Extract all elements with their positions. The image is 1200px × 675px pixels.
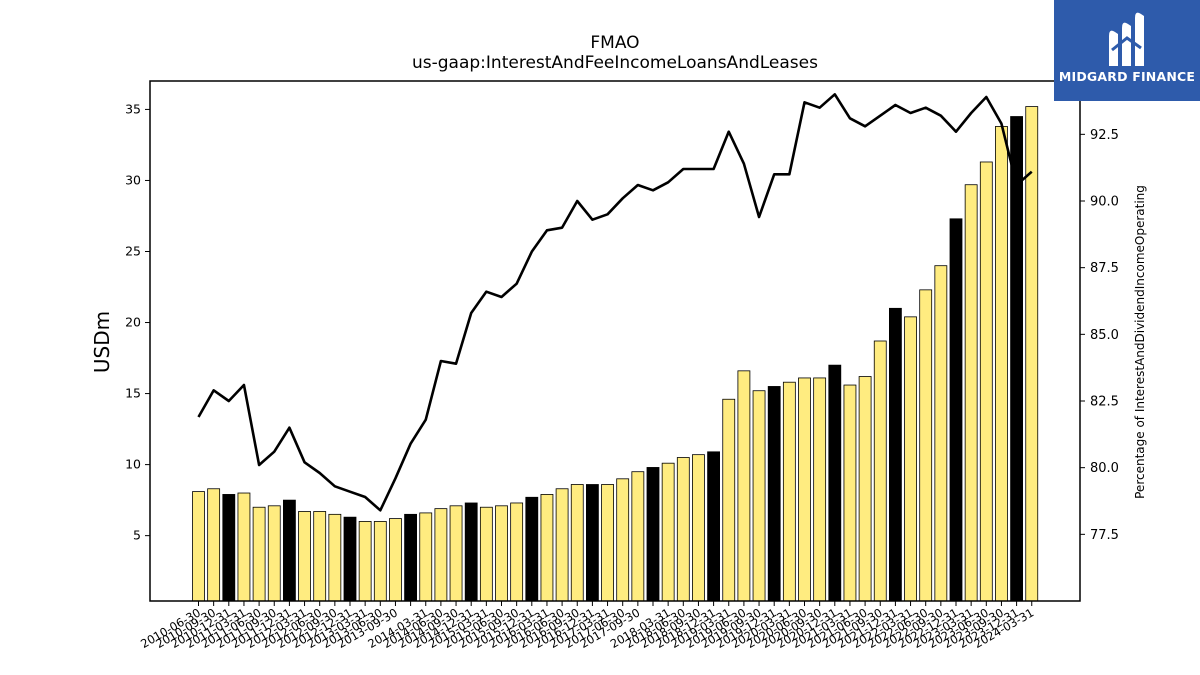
y2-tick-label: 80.0 [1090, 461, 1119, 476]
y-axis-label: USDm [90, 311, 114, 373]
y-tick-label: 20 [125, 315, 141, 330]
bar-2020-06-30 [798, 377, 811, 602]
bar-2011-06-30 [252, 506, 266, 602]
percentage-line [197, 93, 1033, 512]
y2-tick-label: 85.0 [1090, 328, 1119, 343]
bar-2023-09-30 [995, 126, 1008, 602]
y-tick-label: 30 [125, 172, 141, 187]
bar-2020-12-31 [828, 364, 842, 602]
y-tick-label: 25 [125, 243, 141, 258]
bar-2018-06-30 [676, 457, 690, 602]
bar-2010-12-31 [222, 494, 236, 602]
bar-2022-03-31 [904, 316, 917, 602]
bar-2014-03-31 [419, 512, 433, 602]
y2-tick-label: 77.5 [1090, 528, 1119, 543]
bar-2023-03-31 [964, 184, 978, 602]
bar-2011-09-30 [267, 505, 281, 602]
bar-2020-09-30 [813, 377, 827, 602]
bar-2021-09-30 [873, 340, 887, 602]
bar-2013-12-31 [404, 513, 418, 602]
bar-2022-12-31 [949, 218, 963, 602]
bar-2019-12-31 [767, 386, 781, 602]
line-series [197, 93, 1033, 512]
bar-2017-09-30 [631, 471, 645, 602]
y2-tick-label: 82.5 [1090, 395, 1119, 410]
bar-2022-09-30 [934, 265, 948, 602]
bar-2015-12-31 [525, 496, 539, 602]
y2-tick-label: 92.5 [1090, 128, 1119, 143]
plot-frame [149, 80, 1081, 602]
bar-2013-03-31 [358, 521, 372, 602]
bar-2016-03-31 [540, 494, 554, 602]
bar-2017-12-31 [646, 467, 660, 602]
y-tick-label: 35 [125, 101, 141, 116]
bar-2016-12-31 [586, 484, 599, 602]
bar-2014-09-30 [449, 505, 463, 602]
bar-2013-06-30 [373, 521, 387, 602]
bar-2010-09-30 [207, 488, 221, 602]
bar-2020-03-31 [782, 381, 796, 602]
y-tick-label: 15 [125, 386, 141, 401]
bar-2016-09-30 [570, 484, 584, 602]
bar-2017-03-31 [601, 484, 614, 602]
y-tick-label: 10 [125, 457, 141, 472]
bar-2010-06-30 [192, 491, 205, 602]
bar-2018-12-31 [707, 451, 720, 602]
y2-tick-label: 90.0 [1090, 195, 1119, 210]
chart-subtitle: us-gaap:InterestAndFeeIncomeLoansAndLeas… [412, 53, 818, 73]
brand-logo: MIDGARD FINANCE [1054, 0, 1200, 101]
bar-2012-06-30 [313, 511, 327, 602]
bar-2016-06-30 [555, 488, 569, 602]
bar-2022-06-30 [919, 289, 933, 602]
bar-2018-09-30 [692, 454, 705, 602]
y2-axis: 77.5 80.0 82.5 85.0 87.5 90.0 92.5 [1080, 128, 1119, 543]
bar-2023-12-31 [1010, 116, 1023, 602]
bar-2015-09-30 [510, 502, 524, 602]
bar-2017-06-30 [616, 478, 630, 602]
midgard-m-mark-icon [1109, 12, 1144, 67]
bar-2012-03-31 [298, 511, 311, 602]
chart-title: FMAO [590, 33, 639, 53]
bar-2015-03-31 [479, 506, 493, 602]
bar-2015-06-30 [495, 505, 508, 602]
bar-2023-06-30 [979, 161, 993, 602]
bar-2019-06-30 [737, 370, 751, 602]
brand-name: MIDGARD FINANCE [1058, 69, 1196, 84]
x-axis: 2010-06-302010-09-302010-12-312011-03-31… [138, 601, 1036, 651]
bar-2014-12-31 [464, 502, 478, 602]
y2-axis-label: Percentage of InterestAndDividendIncomeO… [1133, 185, 1147, 499]
bar-2024-03-31 [1025, 106, 1039, 602]
bar-2018-03-31 [661, 462, 675, 602]
bar-series [192, 106, 1039, 602]
y-tick-label: 5 [133, 528, 141, 543]
y-axis: 5 10 15 20 25 30 35 [125, 101, 150, 543]
bar-2011-12-31 [282, 499, 296, 602]
bar-2011-03-31 [237, 492, 251, 602]
bar-2019-03-31 [722, 398, 736, 602]
bar-2021-06-30 [858, 376, 872, 602]
bar-2021-03-31 [843, 384, 857, 602]
bar-2013-09-30 [389, 518, 402, 602]
bar-2021-12-31 [889, 307, 902, 602]
bar-2014-06-30 [434, 508, 448, 602]
bar-2012-09-30 [328, 513, 342, 602]
bar-2019-09-30 [752, 390, 766, 602]
y2-tick-label: 87.5 [1090, 261, 1119, 276]
bar-2012-12-31 [343, 516, 357, 602]
